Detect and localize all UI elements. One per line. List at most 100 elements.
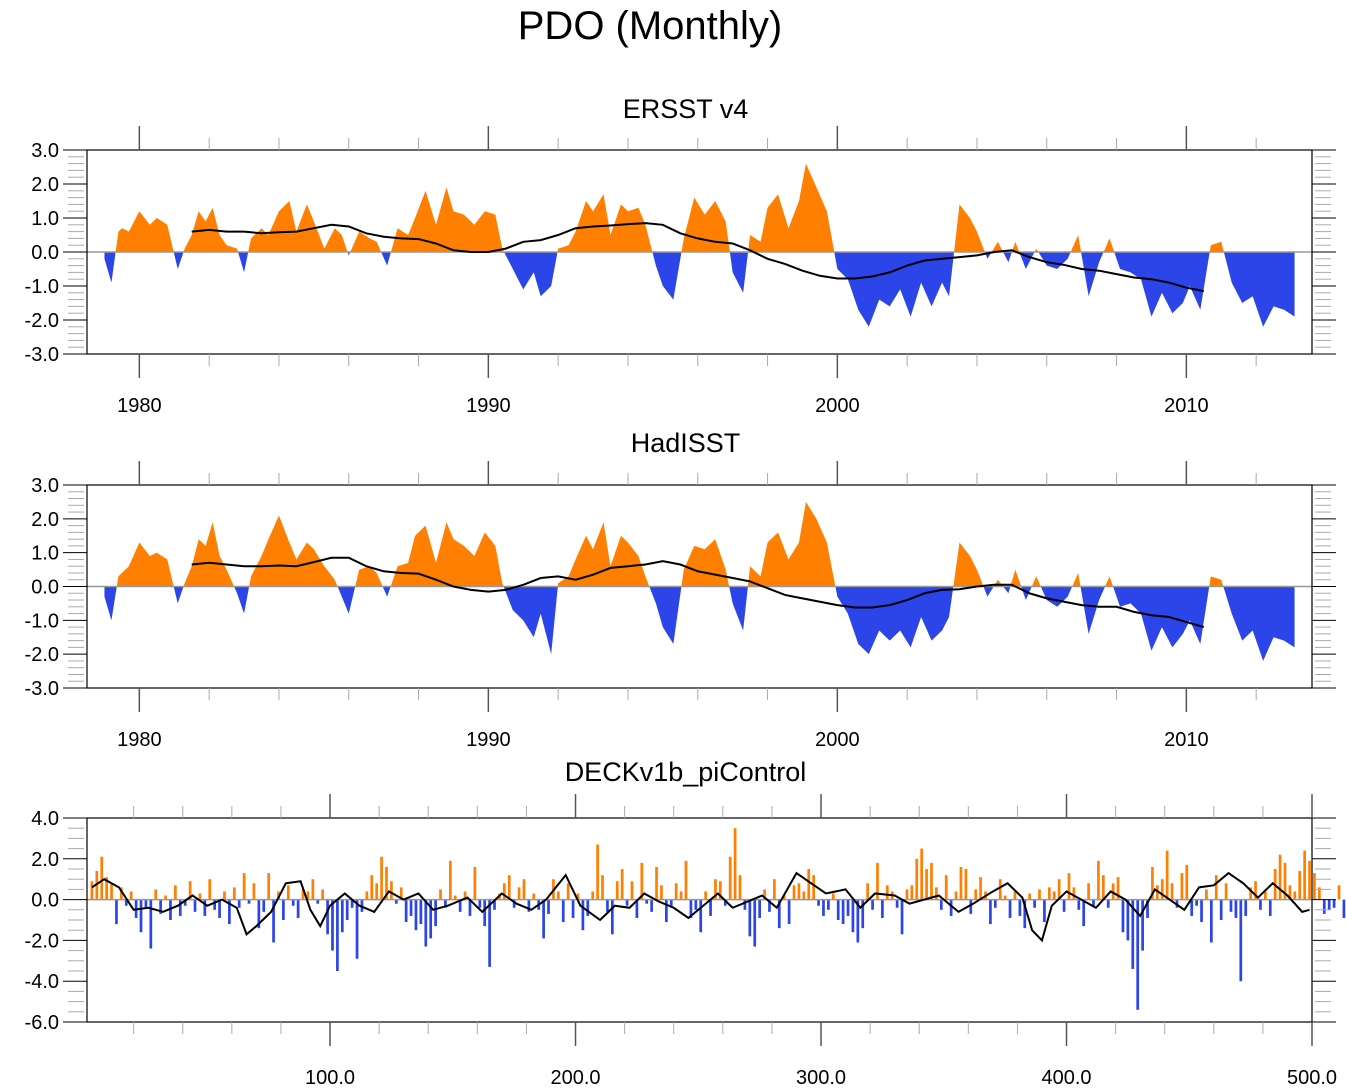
running-mean-line bbox=[91, 871, 1310, 943]
negative-bar bbox=[414, 899, 418, 931]
negative-bar bbox=[881, 899, 884, 918]
x-tick-label: 2010 bbox=[1164, 395, 1209, 417]
negative-bar bbox=[331, 899, 334, 951]
positive-bar bbox=[1165, 850, 1169, 900]
x-tick-label: 200.0 bbox=[550, 1067, 600, 1089]
negative-bar bbox=[561, 899, 565, 923]
negative-bar bbox=[296, 899, 300, 918]
negative-bar bbox=[1332, 899, 1336, 908]
negative-bar bbox=[272, 899, 275, 943]
positive-bar bbox=[1151, 866, 1154, 900]
y-tick-label: -3.0 bbox=[25, 678, 59, 700]
negative-bar bbox=[606, 899, 609, 912]
positive-bar bbox=[1254, 881, 1257, 900]
negative-bar bbox=[218, 899, 221, 918]
positive-bar bbox=[105, 877, 108, 900]
negative-bar bbox=[355, 899, 359, 959]
y-tick-label: -1.0 bbox=[25, 610, 59, 632]
negative-bar bbox=[1106, 899, 1110, 908]
negative-bar bbox=[326, 899, 329, 935]
negative-bar bbox=[1259, 899, 1262, 910]
positive-bar bbox=[223, 891, 226, 900]
negative-bar bbox=[429, 899, 433, 939]
y-tick-label: 3.0 bbox=[31, 140, 59, 162]
negative-bar bbox=[1092, 899, 1095, 906]
positive-bar bbox=[959, 866, 963, 900]
positive-bar bbox=[964, 869, 968, 900]
negative-bar bbox=[993, 899, 997, 908]
x-tick-label: 400.0 bbox=[1041, 1067, 1091, 1089]
positive-bar bbox=[802, 891, 806, 900]
panel-title: HadISST bbox=[631, 428, 741, 458]
positive-bar bbox=[1298, 871, 1302, 900]
running-mean-line bbox=[191, 222, 1205, 293]
positive-bar bbox=[448, 860, 452, 900]
positive-bar bbox=[1224, 883, 1228, 900]
positive-bar bbox=[370, 875, 374, 900]
positive-bar bbox=[1057, 879, 1061, 900]
y-tick-label: -4.0 bbox=[25, 971, 59, 993]
positive-bar bbox=[110, 883, 113, 900]
positive-bar bbox=[522, 879, 526, 900]
positive-bar bbox=[385, 866, 388, 900]
positive-bar bbox=[1249, 887, 1252, 900]
positive-bar bbox=[232, 887, 236, 900]
negative-bar bbox=[1077, 899, 1081, 910]
panel-deck-picontrol: DECKv1b_piControl 4.0 2.0 0.0 -2.0 -4.0 -6.0 10… bbox=[25, 757, 1346, 1089]
negative-bar bbox=[625, 899, 629, 906]
positive-bar bbox=[866, 883, 870, 900]
negative-bar bbox=[124, 899, 128, 906]
negative-bar bbox=[1244, 899, 1248, 916]
negative-bar bbox=[282, 899, 285, 920]
negative-bar bbox=[1146, 899, 1149, 918]
positive-bar bbox=[439, 889, 442, 900]
running-mean-line bbox=[191, 556, 1205, 629]
x-tick-label: 2000 bbox=[815, 395, 860, 417]
negative-bar bbox=[1234, 899, 1238, 918]
y-tick-label: -2.0 bbox=[25, 644, 59, 666]
negative-bar bbox=[1200, 899, 1203, 923]
negative-bar bbox=[827, 899, 830, 910]
negative-bar bbox=[1342, 899, 1346, 918]
positive-bar bbox=[502, 883, 506, 900]
negative-bar bbox=[900, 899, 904, 935]
negative-bar bbox=[1141, 899, 1144, 951]
positive-bar bbox=[876, 862, 879, 900]
x-tick-label: 1980 bbox=[117, 729, 162, 751]
positive-bar bbox=[252, 883, 256, 900]
negative-bar bbox=[1268, 899, 1272, 916]
positive-bar bbox=[365, 891, 369, 900]
positive-bar bbox=[1038, 889, 1041, 900]
positive-bar bbox=[1278, 854, 1282, 900]
positive-bar bbox=[321, 889, 325, 900]
negative-bar bbox=[689, 899, 693, 918]
negative-bar bbox=[527, 899, 531, 912]
negative-bar bbox=[488, 899, 491, 967]
positive-bar bbox=[1047, 887, 1051, 900]
negative-bar bbox=[1229, 899, 1233, 912]
panel-ersst: ERSST v4 3.0 2.0 1.0 0.0 -1.0 -2.0 -3.0 1980 1990… bbox=[25, 94, 1336, 417]
positive-area bbox=[104, 501, 1295, 587]
negative-bar bbox=[949, 899, 953, 916]
negative-bar bbox=[203, 899, 207, 916]
positive-bar bbox=[792, 885, 796, 900]
positive-bar bbox=[930, 862, 933, 900]
negative-bar bbox=[1239, 899, 1243, 982]
negative-bar bbox=[144, 899, 148, 908]
y-tick-label: 1.0 bbox=[31, 208, 59, 230]
negative-bar bbox=[424, 899, 428, 947]
panel-title: DECKv1b_piControl bbox=[565, 757, 807, 787]
positive-bar bbox=[1293, 891, 1297, 900]
positive-bar bbox=[1185, 864, 1189, 900]
positive-bar bbox=[812, 875, 816, 900]
positive-bar bbox=[831, 893, 835, 900]
negative-bar bbox=[748, 899, 752, 937]
negative-bar bbox=[340, 899, 344, 933]
positive-bar bbox=[905, 889, 909, 900]
y-tick-label: 3.0 bbox=[31, 475, 59, 497]
main-title: PDO (Monthly) bbox=[517, 4, 783, 48]
negative-bar bbox=[394, 899, 398, 904]
positive-bar bbox=[380, 856, 383, 900]
negative-bar bbox=[650, 899, 653, 912]
positive-bar bbox=[1160, 879, 1164, 900]
